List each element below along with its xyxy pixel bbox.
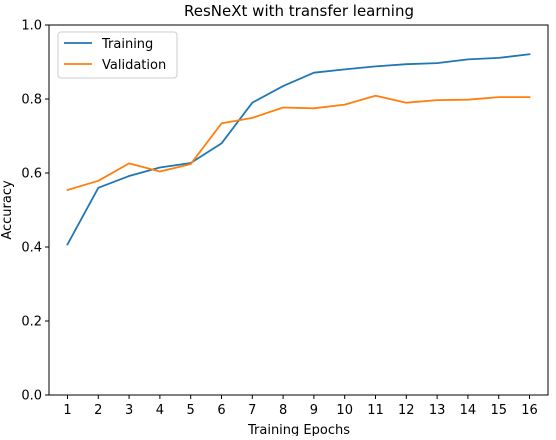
y-tick-label: 0.2: [21, 315, 42, 330]
x-tick-label: 3: [125, 403, 133, 418]
x-tick-label: 11: [367, 403, 384, 418]
x-tick-label: 9: [310, 403, 318, 418]
x-tick-label: 15: [490, 403, 507, 418]
y-tick-label: 0.6: [21, 167, 42, 182]
x-tick-label: 5: [187, 403, 195, 418]
y-axis-ticks: 0.0 0.2 0.4 0.6 0.8 1.0: [21, 19, 49, 404]
legend-label-validation: Validation: [102, 58, 166, 73]
legend: Training Validation: [57, 31, 178, 79]
x-tick-label: 7: [248, 403, 256, 418]
y-tick-label: 0.0: [21, 389, 42, 404]
x-axis-ticks: 1 2 3 4 5 6 7 8 9 10 11 12 13 14 15 16: [63, 395, 538, 418]
x-tick-label: 14: [460, 403, 477, 418]
plot-frame: [48, 24, 549, 396]
y-tick-label: 0.4: [21, 241, 42, 256]
y-tick-label: 1.0: [21, 19, 42, 34]
plot-marks: [66, 53, 531, 246]
x-axis-label: Training Epochs: [247, 423, 350, 436]
x-tick-label: 1: [63, 403, 71, 418]
x-tick-label: 10: [336, 403, 353, 418]
x-tick-label: 2: [94, 403, 102, 418]
x-tick-label: 13: [429, 403, 446, 418]
y-tick-label: 0.8: [21, 93, 42, 108]
series-line-validation: [66, 94, 531, 192]
series-line-training: [66, 53, 531, 246]
legend-label-training: Training: [101, 37, 153, 52]
x-tick-label: 16: [521, 403, 538, 418]
y-axis-label: Accuracy: [0, 180, 15, 240]
x-tick-label: 6: [217, 403, 225, 418]
x-tick-label: 8: [279, 403, 287, 418]
x-tick-label: 4: [156, 403, 164, 418]
chart-title: ResNeXt with transfer learning: [184, 2, 414, 20]
x-tick-label: 12: [398, 403, 415, 418]
